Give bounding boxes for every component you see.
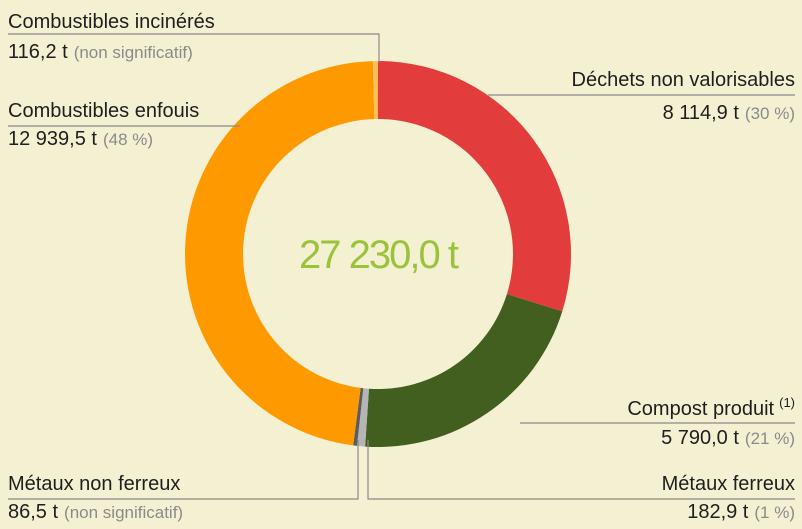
category-label: Combustibles enfouis: [8, 100, 199, 122]
category-label: Combustibles incinérés: [8, 11, 215, 33]
value-label: 116,2 t (non significatif): [8, 41, 193, 63]
value: 12 939,5 t: [8, 128, 97, 150]
donut-segment: [353, 387, 364, 446]
share: (non significatif): [64, 503, 183, 522]
value-label: 8 114,9 t (30 %): [663, 102, 795, 124]
category-label: Compost produit (1): [627, 395, 795, 420]
leader-line: [8, 33, 380, 62]
leader-line: [367, 440, 795, 500]
share: (non significatif): [74, 43, 193, 62]
share: (48 %): [103, 130, 153, 149]
category-label: Déchets non valorisables: [572, 69, 795, 91]
value-label: 12 939,5 t (48 %): [8, 128, 153, 150]
category-name: Métaux ferreux: [662, 473, 795, 495]
category-name: Combustibles incinérés: [8, 11, 215, 33]
value: 86,5 t: [8, 501, 58, 523]
category-name: Métaux non ferreux: [8, 473, 180, 495]
donut-segment: [372, 61, 378, 120]
donut-segment: [378, 61, 571, 312]
donut-segment: [365, 294, 563, 448]
share: (21 %): [745, 429, 795, 448]
value: 182,9 t: [687, 501, 749, 523]
footnote-mark: (1): [779, 395, 795, 410]
category-label: Métaux non ferreux: [8, 473, 180, 495]
category-label: Métaux ferreux: [662, 473, 795, 495]
value-label: 86,5 t (non significatif): [8, 501, 183, 523]
category-name: Compost produit: [627, 398, 774, 420]
donut-segment: [185, 61, 375, 446]
center-total: 27 230,0 t: [299, 233, 459, 277]
leader-line: [8, 440, 359, 500]
value: 116,2 t: [8, 41, 68, 63]
value: 5 790,0 t: [661, 427, 739, 449]
value-label: 5 790,0 t (21 %): [661, 427, 795, 449]
share: (30 %): [745, 104, 795, 123]
category-name: Combustibles enfouis: [8, 100, 199, 122]
value-label: 182,9 t (1 %): [687, 501, 795, 523]
donut-segment: [356, 388, 369, 447]
value: 8 114,9 t: [663, 102, 740, 124]
category-name: Déchets non valorisables: [572, 69, 795, 91]
share: (1 %): [754, 503, 795, 522]
